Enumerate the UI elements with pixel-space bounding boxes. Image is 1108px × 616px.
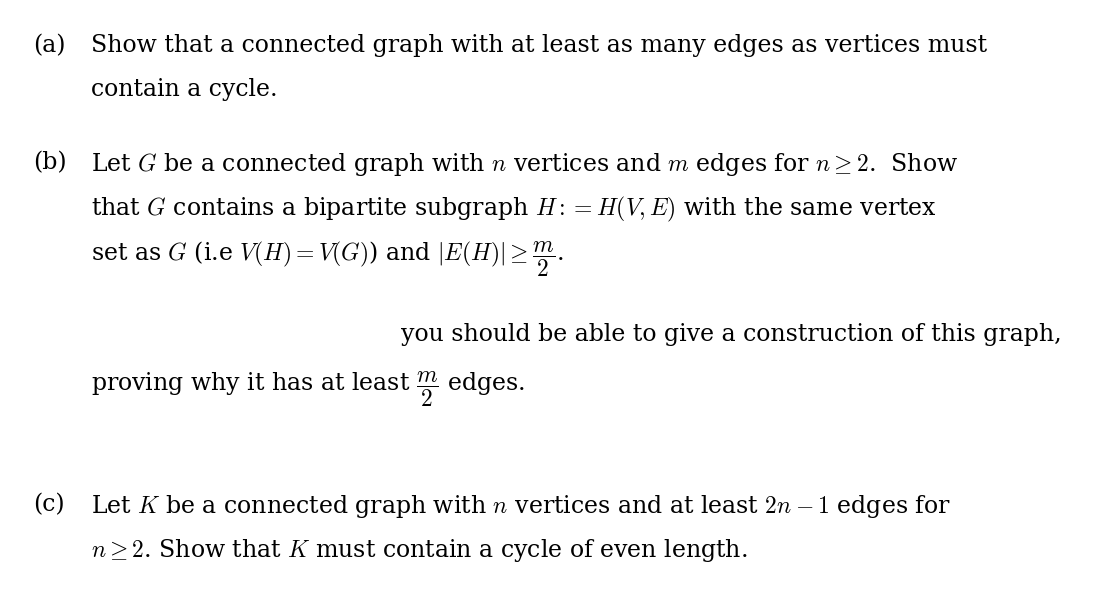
Text: proving why it has at least $\dfrac{m}{2}$ edges.: proving why it has at least $\dfrac{m}{2… [91,370,525,409]
Text: you should be able to give a construction of this graph,: you should be able to give a constructio… [401,323,1061,346]
Text: Let $G$ be a connected graph with $n$ vertices and $m$ edges for $n \geq 2$.  Sh: Let $G$ be a connected graph with $n$ ve… [91,151,958,178]
Text: (b): (b) [33,151,66,174]
Text: (c): (c) [33,493,65,516]
Text: that $G$ contains a bipartite subgraph $H := H(V, E)$ with the same vertex: that $G$ contains a bipartite subgraph $… [91,195,937,224]
Text: (a): (a) [33,34,65,57]
Text: set as $G$ (i.e $V(H) = V(G)$) and $|E(H)| \geq \dfrac{m}{2}$.: set as $G$ (i.e $V(H) = V(G)$) and $|E(H… [91,240,563,279]
Text: Show that a connected graph with at least as many edges as vertices must: Show that a connected graph with at leas… [91,34,987,57]
Text: Let $K$ be a connected graph with $n$ vertices and at least $2n - 1$ edges for: Let $K$ be a connected graph with $n$ ve… [91,493,951,520]
Text: contain a cycle.: contain a cycle. [91,78,277,101]
Text: $n \geq 2$. Show that $K$ must contain a cycle of even length.: $n \geq 2$. Show that $K$ must contain a… [91,537,748,564]
